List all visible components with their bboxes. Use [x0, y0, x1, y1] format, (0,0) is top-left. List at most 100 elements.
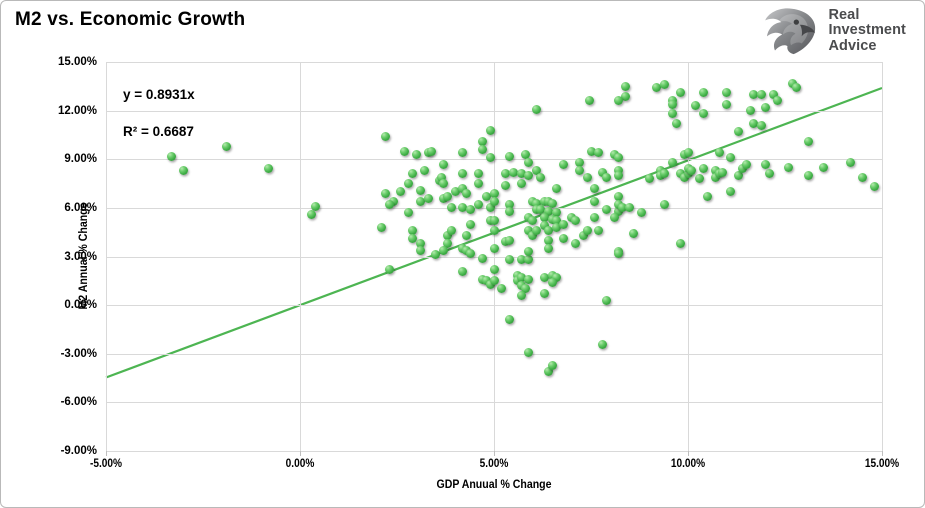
scatter-point — [652, 83, 662, 93]
chart-title: M2 vs. Economic Growth — [15, 9, 246, 30]
scatter-point — [764, 169, 774, 179]
y-tick-label: 3.00% — [64, 250, 97, 263]
scatter-point — [311, 201, 321, 211]
scatter-point — [423, 193, 433, 203]
scatter-point — [442, 192, 452, 202]
scatter-point — [489, 196, 499, 206]
scatter-point — [749, 119, 759, 129]
scatter-point — [532, 198, 542, 208]
scatter-point — [408, 234, 418, 244]
scatter-point — [427, 146, 437, 156]
scatter-point — [784, 162, 794, 172]
scatter-point — [384, 200, 394, 210]
scatter-point — [613, 248, 623, 258]
scatter-point — [473, 200, 483, 210]
scatter-point — [570, 216, 580, 226]
scatter-point — [667, 109, 677, 119]
scatter-point — [598, 167, 608, 177]
scatter-point — [536, 204, 546, 214]
scatter-point — [613, 153, 623, 163]
logo-line-2: Investment — [828, 22, 906, 39]
scatter-point — [408, 226, 418, 236]
scatter-point — [570, 239, 580, 249]
scatter-point — [485, 279, 495, 289]
y-tick-label: 6.00% — [64, 201, 97, 214]
scatter-point — [439, 245, 449, 255]
scatter-point — [636, 208, 646, 218]
scatter-point — [264, 164, 274, 174]
scatter-point — [702, 192, 712, 202]
y-tick-label: 15.00% — [57, 56, 97, 68]
scatter-point — [559, 159, 569, 169]
scatter-point — [462, 188, 472, 198]
scatter-point — [582, 226, 592, 236]
scatter-point — [590, 183, 600, 193]
scatter-point — [446, 203, 456, 213]
gridline-vertical — [882, 62, 883, 451]
scatter-point — [667, 157, 677, 167]
y-tick-label: -9.00% — [60, 445, 97, 457]
trendline-equation: y = 0.8931x R² = 0.6687 — [123, 68, 195, 141]
scatter-point — [524, 247, 534, 257]
eagle-shield-icon — [765, 8, 816, 55]
scatter-point — [757, 89, 767, 99]
scatter-point — [512, 276, 522, 286]
scatter-point — [524, 170, 534, 180]
scatter-point — [675, 88, 685, 98]
scatter-point — [547, 360, 557, 370]
scatter-point — [722, 88, 732, 98]
scatter-point — [516, 255, 526, 265]
gridline-vertical — [300, 62, 301, 451]
scatter-point — [602, 295, 612, 305]
scatter-point — [675, 239, 685, 249]
scatter-point — [660, 80, 670, 90]
scatter-point — [749, 89, 759, 99]
scatter-point — [745, 106, 755, 116]
scatter-point — [539, 213, 549, 223]
scatter-point — [446, 226, 456, 236]
scatter-point — [520, 149, 530, 159]
scatter-point — [384, 264, 394, 274]
scatter-point — [594, 226, 604, 236]
scatter-point — [543, 367, 553, 377]
scatter-point — [481, 192, 491, 202]
x-tick-label: 5.00% — [479, 458, 509, 470]
scatter-point — [667, 99, 677, 109]
scatter-point — [536, 172, 546, 182]
scatter-point — [559, 219, 569, 229]
scatter-point — [485, 125, 495, 135]
scatter-point — [578, 230, 588, 240]
scatter-point — [629, 229, 639, 239]
scatter-point — [458, 148, 468, 158]
scatter-point — [419, 166, 429, 176]
scatter-point — [408, 169, 418, 179]
scatter-point — [613, 166, 623, 176]
y-tick-label: -3.00% — [60, 347, 97, 360]
scatter-point — [602, 204, 612, 214]
scatter-point — [613, 206, 623, 216]
scatter-point — [741, 159, 751, 169]
scatter-point — [462, 230, 472, 240]
scatter-point — [660, 169, 670, 179]
scatter-point — [307, 209, 317, 219]
scatter-point — [508, 167, 518, 177]
scatter-point — [505, 206, 515, 216]
scatter-point — [726, 153, 736, 163]
scatter-point — [551, 183, 561, 193]
scatter-point — [473, 169, 483, 179]
scatter-point — [574, 166, 584, 176]
scatter-point — [524, 157, 534, 167]
scatter-point — [466, 248, 476, 258]
scatter-point — [477, 136, 487, 146]
scatter-point — [699, 88, 709, 98]
scatter-point — [489, 276, 499, 286]
scatter-point — [733, 170, 743, 180]
scatter-point — [551, 273, 561, 283]
scatter-point — [489, 226, 499, 236]
scatter-point — [415, 185, 425, 195]
scatter-point — [516, 273, 526, 283]
scatter-point — [644, 174, 654, 184]
scatter-point — [714, 148, 724, 158]
logo-wordmark: Real Investment Advice — [828, 7, 906, 55]
